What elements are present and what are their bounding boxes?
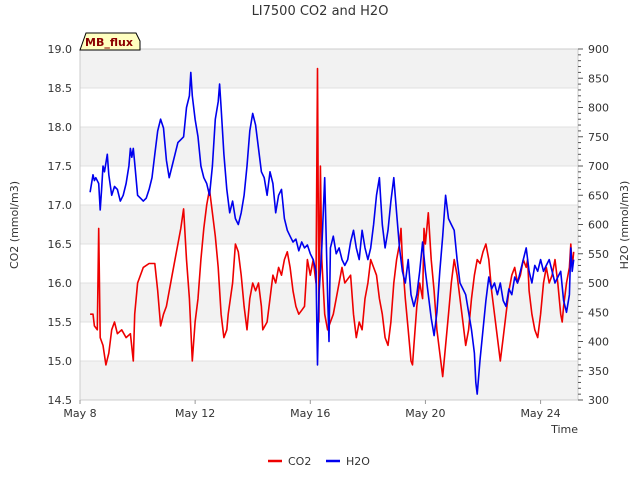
x-tick-label: May 8 <box>63 407 96 420</box>
y2-tick-label: 500 <box>588 277 609 290</box>
y-tick-label: 14.5 <box>48 394 73 407</box>
y-axis-right-title: H2O (mmol/m3) <box>618 181 631 270</box>
plot-band <box>80 361 578 400</box>
y-tick-label: 17.5 <box>48 160 73 173</box>
y-tick-label: 18.5 <box>48 82 73 95</box>
y-tick-label: 15.5 <box>48 316 73 329</box>
series-layer <box>89 67 575 395</box>
y-tick-label: 16.5 <box>48 238 73 251</box>
badge-text: MB_flux <box>85 36 133 49</box>
legend-item-h2o[interactable]: H2O <box>326 455 370 468</box>
y-axis-right-ticks: 300 350 400 450 500 550 600 650 700 750 800 850 900 <box>578 43 609 407</box>
y2-tick-label: 600 <box>588 219 609 232</box>
plot-band <box>80 127 578 166</box>
plot-bands <box>80 49 578 400</box>
y2-tick-label: 400 <box>588 336 609 349</box>
y-axis-left-title: CO2 (mmol/m3) <box>8 181 21 269</box>
y-tick-label: 16.0 <box>48 277 73 290</box>
y2-tick-label: 300 <box>588 394 609 407</box>
y2-tick-label: 650 <box>588 189 609 202</box>
y2-tick-label: 800 <box>588 102 609 115</box>
legend: CO2 H2O <box>268 455 370 468</box>
y2-tick-label: 350 <box>588 365 609 378</box>
x-tick-label: May 12 <box>175 407 215 420</box>
y-tick-label: 15.0 <box>48 355 73 368</box>
x-tick-label: May 20 <box>405 407 445 420</box>
chart-title: LI7500 CO2 and H2O <box>252 4 389 19</box>
legend-label-co2: CO2 <box>288 455 311 468</box>
mb-flux-badge: MB_flux <box>79 32 141 51</box>
y2-tick-label: 700 <box>588 160 609 173</box>
series-line-h2o <box>89 71 575 395</box>
x-tick-label: May 16 <box>290 407 330 420</box>
y-axis-left-ticks: 14.5 15.0 15.5 16.0 16.5 17.0 17.5 18.0 18.5 19.0 <box>48 43 73 407</box>
plot-band <box>80 49 578 88</box>
plot-band <box>80 205 578 244</box>
x-axis-ticks: May 8 May 12 May 16 May 20 May 24 <box>63 400 561 420</box>
y2-tick-label: 550 <box>588 248 609 261</box>
y2-tick-label: 900 <box>588 43 609 56</box>
x-axis-title: Time <box>550 423 578 436</box>
x-tick-label: May 24 <box>520 407 560 420</box>
y-tick-label: 18.0 <box>48 121 73 134</box>
legend-label-h2o: H2O <box>346 455 370 468</box>
y2-tick-label: 850 <box>588 72 609 85</box>
series-line-co2 <box>90 67 575 378</box>
y-tick-label: 19.0 <box>48 43 73 56</box>
y2-tick-label: 450 <box>588 306 609 319</box>
badge-shape <box>79 32 141 51</box>
y-tick-label: 17.0 <box>48 199 73 212</box>
legend-item-co2[interactable]: CO2 <box>268 455 311 468</box>
y2-tick-label: 750 <box>588 131 609 144</box>
